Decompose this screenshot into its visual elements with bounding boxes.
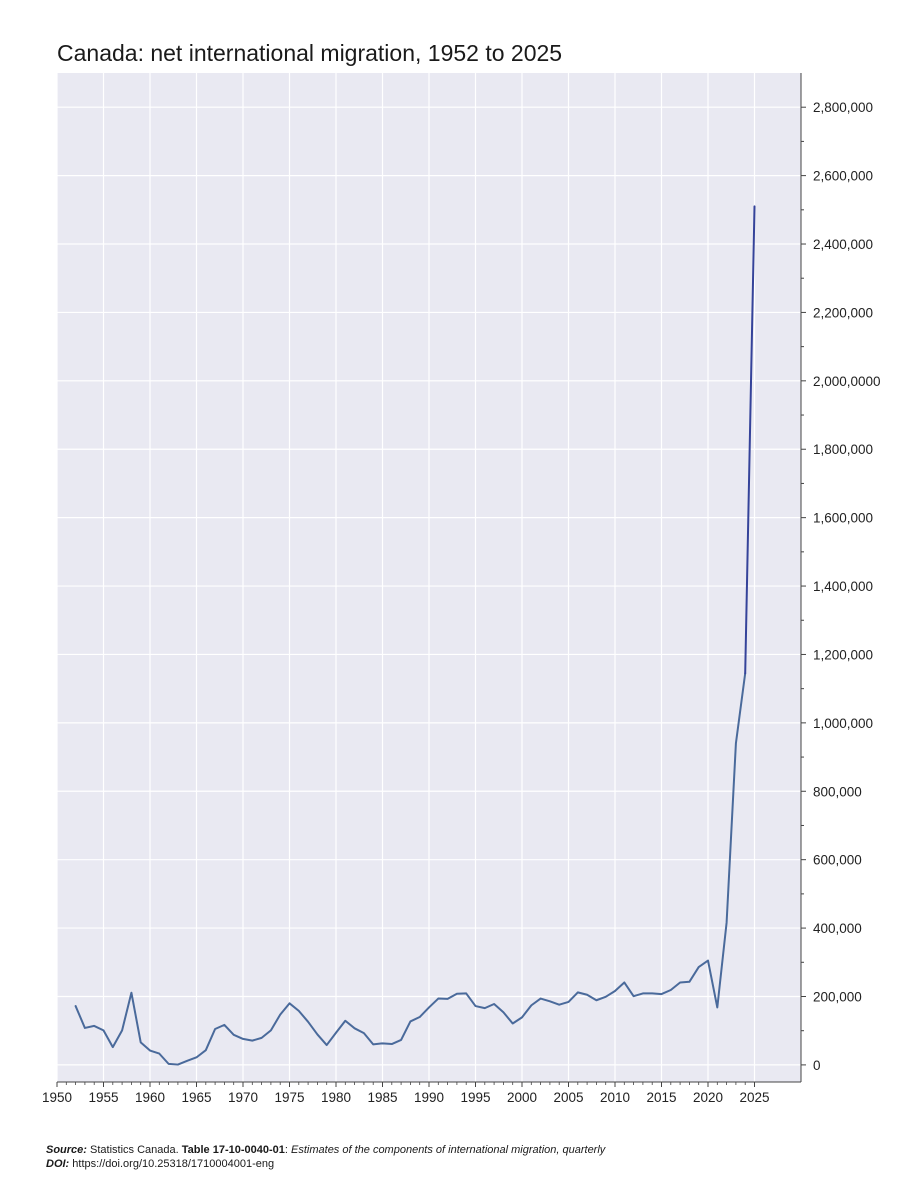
gridlines	[56, 73, 801, 1082]
source-table-id: Table 17-10-0040-01	[181, 1144, 285, 1156]
chart-title: Canada: net international migration, 195…	[57, 40, 563, 66]
y-tick-label: 800,000	[813, 784, 862, 799]
axes: 1950 1955 1960 1965 1970 1975 1980 1985 1990 1995…	[42, 73, 881, 1105]
series-line-2	[744, 205, 756, 675]
x-tick-label: 1955	[88, 1090, 118, 1105]
x-tick-label: 2005	[553, 1090, 583, 1105]
y-tick-label: 200,000	[813, 989, 862, 1004]
source-separator: :	[284, 1144, 292, 1156]
y-tick-label: 400,000	[813, 921, 862, 936]
y-tick-label: 1,200,000	[813, 647, 873, 662]
y-tick-label: 1,400,000	[813, 579, 873, 594]
doi-line: DOI: https://doi.org/10.25318/1710004001…	[46, 1157, 605, 1171]
x-tick-label: 1970	[228, 1090, 258, 1105]
x-tick-label: 2020	[693, 1090, 723, 1105]
source-org: Statistics Canada.	[86, 1144, 182, 1156]
x-tick-label: 2015	[646, 1090, 676, 1105]
x-tick-label: 2010	[600, 1090, 630, 1105]
x-tick-label: 1960	[135, 1090, 165, 1105]
y-tick-label: 2,200,000	[813, 305, 873, 320]
series-lines	[74, 205, 756, 1066]
source-label: Source:	[46, 1144, 87, 1156]
source-description: Estimates of the components of internati…	[291, 1144, 606, 1156]
y-tick-label: 2,600,000	[813, 169, 873, 184]
source-note: Source: Statistics Canada. Table 17-10-0…	[46, 1143, 605, 1171]
x-tick-label: 1975	[274, 1090, 304, 1105]
series-line-1	[74, 672, 747, 1066]
x-tick-label: 1950	[42, 1090, 72, 1105]
x-tick-label: 2000	[507, 1090, 537, 1105]
y-tick-label: 2,800,000	[813, 100, 873, 115]
x-tick-label: 2025	[739, 1090, 769, 1105]
y-tick-label: 1,600,000	[813, 511, 873, 526]
source-line: Source: Statistics Canada. Table 17-10-0…	[46, 1143, 605, 1157]
y-tick-label: 2,400,000	[813, 237, 873, 252]
doi-label: DOI:	[46, 1158, 70, 1170]
y-tick-label: 600,000	[813, 853, 862, 868]
y-tick-label: 0	[813, 1058, 821, 1073]
x-tick-label: 1985	[367, 1090, 397, 1105]
y-tick-label: 2,000,0000	[813, 374, 881, 389]
y-tick-label: 1,000,000	[813, 716, 873, 731]
x-tick-label: 1990	[414, 1090, 444, 1105]
x-tick-label: 1995	[460, 1090, 490, 1105]
doi-link: https://doi.org/10.25318/1710004001-eng	[69, 1158, 275, 1170]
y-tick-label: 1,800,000	[813, 442, 873, 457]
x-tick-label: 1965	[181, 1090, 211, 1105]
x-tick-label: 1980	[321, 1090, 351, 1105]
